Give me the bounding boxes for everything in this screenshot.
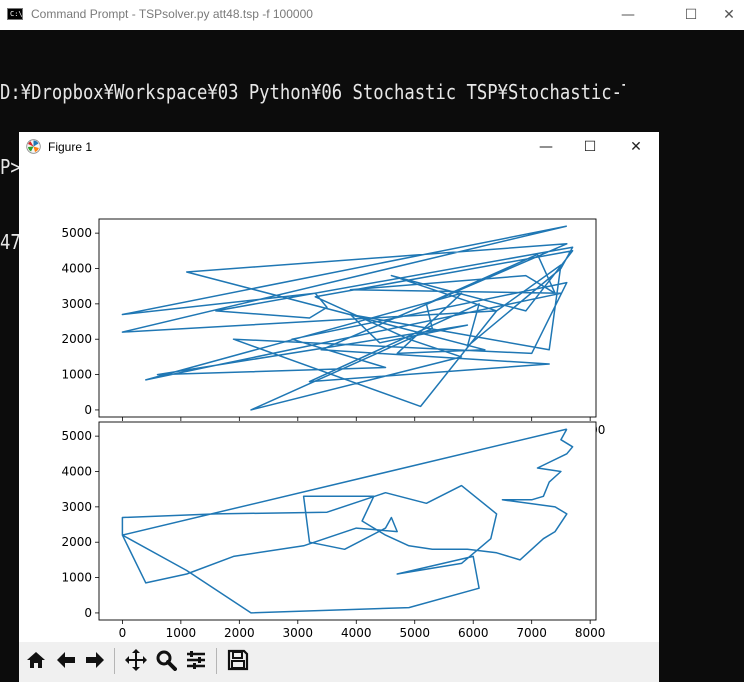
y-tick-label: 2000	[61, 332, 92, 346]
y-tick-label: 3000	[61, 500, 92, 514]
x-tick-label: 5000	[399, 626, 430, 640]
x-tick-label: 4000	[341, 626, 372, 640]
back-arrow-icon[interactable]	[52, 646, 80, 674]
y-tick-label: 5000	[61, 429, 92, 443]
zoom-icon[interactable]	[152, 646, 180, 674]
figure-canvas[interactable]: 0 1000 2000 3000 4000 5000 6000 7000 8000 0 1000 20…	[19, 162, 659, 642]
cmd-window-title: Command Prompt - TSPsolver.py att48.tsp …	[31, 7, 313, 21]
x-tick-label: 8000	[575, 626, 606, 640]
toolbar-separator	[114, 648, 115, 674]
configure-subplots-icon[interactable]	[182, 646, 210, 674]
tour-line-series	[121, 225, 574, 411]
axes-frame[interactable]	[98, 218, 597, 418]
x-tick-label: 1000	[166, 626, 197, 640]
console-line: D:¥Dropbox¥Workspace¥03 Python¥06 Stocha…	[0, 80, 625, 104]
cmd-titlebar[interactable]: C:\ Command Prompt - TSPsolver.py att48.…	[0, 0, 744, 30]
tour-line-series	[121, 428, 574, 614]
y-tick-label: 4000	[61, 262, 92, 276]
pan-icon[interactable]	[122, 646, 150, 674]
save-icon[interactable]	[224, 646, 252, 674]
figure-window[interactable]: Figure 1 — ☐ ✕ 0 1000 2000 3000 4000 5000 6000…	[19, 132, 659, 682]
maximize-icon[interactable]: ☐	[583, 139, 597, 155]
x-tick-label: 3000	[283, 626, 314, 640]
axes-frame[interactable]	[98, 421, 597, 621]
close-icon[interactable]: ✕	[630, 139, 642, 155]
cmd-app-icon: C:\	[7, 8, 23, 20]
y-tick-label: 0	[84, 403, 92, 417]
figure-title: Figure 1	[48, 140, 93, 154]
matplotlib-logo-icon	[26, 139, 41, 154]
figure-titlebar[interactable]: Figure 1 — ☐ ✕	[19, 132, 659, 162]
x-tick-label: 2000	[224, 626, 255, 640]
y-tick-label: 1000	[61, 571, 92, 585]
toolbar-separator	[216, 648, 217, 674]
close-icon[interactable]: ✕	[723, 7, 735, 23]
y-tick-label: 4000	[61, 465, 92, 479]
x-tick-label: 6000	[458, 626, 489, 640]
navigation-toolbar	[19, 642, 659, 682]
y-tick-label: 1000	[61, 368, 92, 382]
minimize-icon[interactable]: —	[539, 139, 553, 155]
minimize-icon[interactable]: —	[621, 7, 635, 23]
y-tick-label: 0	[84, 606, 92, 620]
x-tick-label: 0	[119, 626, 127, 640]
y-tick-label: 5000	[61, 226, 92, 240]
x-tick-label: 7000	[516, 626, 547, 640]
home-icon[interactable]	[22, 646, 50, 674]
maximize-icon[interactable]: ☐	[684, 7, 698, 23]
y-tick-label: 3000	[61, 297, 92, 311]
y-tick-label: 2000	[61, 535, 92, 549]
forward-arrow-icon[interactable]	[81, 646, 109, 674]
